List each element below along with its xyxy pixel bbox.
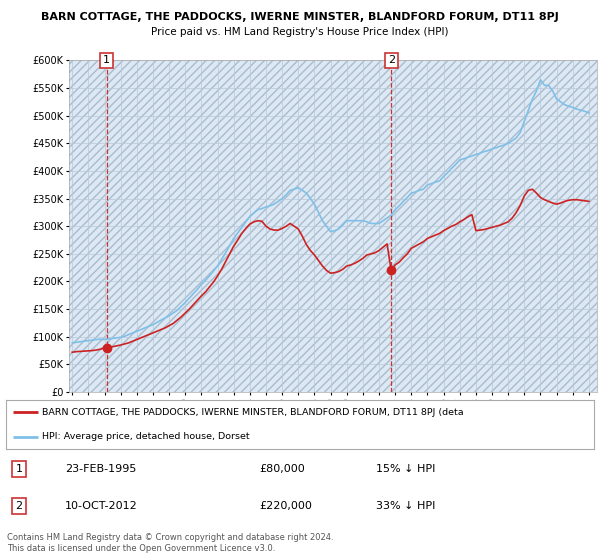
Text: 2: 2 [16,501,22,511]
Text: £80,000: £80,000 [259,464,305,474]
Text: Contains HM Land Registry data © Crown copyright and database right 2024.: Contains HM Land Registry data © Crown c… [7,533,334,542]
Text: This data is licensed under the Open Government Licence v3.0.: This data is licensed under the Open Gov… [7,544,275,553]
Text: 10-OCT-2012: 10-OCT-2012 [65,501,137,511]
Text: 23-FEB-1995: 23-FEB-1995 [65,464,136,474]
Text: BARN COTTAGE, THE PADDOCKS, IWERNE MINSTER, BLANDFORD FORUM, DT11 8PJ: BARN COTTAGE, THE PADDOCKS, IWERNE MINST… [41,12,559,22]
Text: HPI: Average price, detached house, Dorset: HPI: Average price, detached house, Dors… [43,432,250,441]
Text: 1: 1 [103,55,110,66]
Text: 2: 2 [388,55,395,66]
Text: Price paid vs. HM Land Registry's House Price Index (HPI): Price paid vs. HM Land Registry's House … [151,27,449,37]
Text: 1: 1 [16,464,22,474]
Text: BARN COTTAGE, THE PADDOCKS, IWERNE MINSTER, BLANDFORD FORUM, DT11 8PJ (deta: BARN COTTAGE, THE PADDOCKS, IWERNE MINST… [43,408,464,417]
Text: 15% ↓ HPI: 15% ↓ HPI [376,464,436,474]
Text: 33% ↓ HPI: 33% ↓ HPI [376,501,436,511]
Text: £220,000: £220,000 [259,501,312,511]
